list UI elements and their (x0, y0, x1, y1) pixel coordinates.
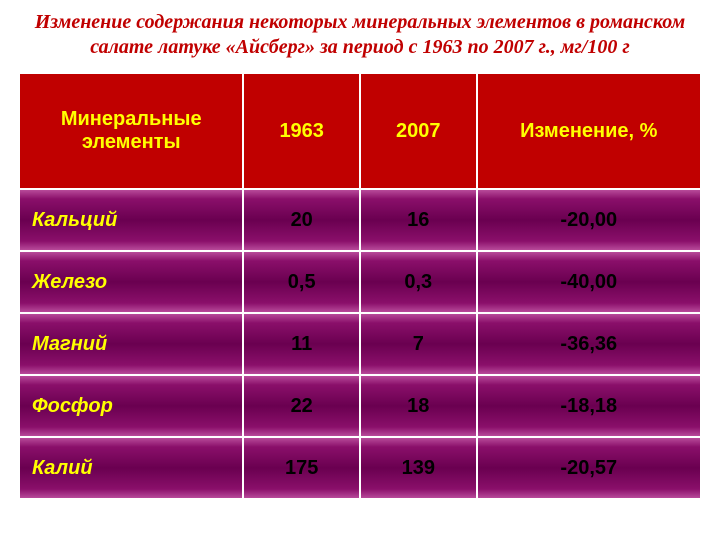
cell-change: -36,36 (478, 314, 700, 374)
mineral-table: Минеральные элементы 1963 2007 Изменение… (18, 72, 702, 500)
cell-2007: 16 (361, 190, 476, 250)
cell-change: -20,00 (478, 190, 700, 250)
cell-element: Кальций (20, 190, 242, 250)
cell-2007: 139 (361, 438, 476, 498)
cell-change: -18,18 (478, 376, 700, 436)
cell-1963: 0,5 (244, 252, 359, 312)
col-header-1963: 1963 (244, 74, 359, 188)
cell-element: Магний (20, 314, 242, 374)
cell-2007: 18 (361, 376, 476, 436)
table-row: Магний 11 7 -36,36 (20, 314, 700, 374)
table-row: Калий 175 139 -20,57 (20, 438, 700, 498)
cell-element: Железо (20, 252, 242, 312)
cell-1963: 175 (244, 438, 359, 498)
slide: Изменение содержания некоторых минеральн… (0, 0, 720, 540)
table-row: Кальций 20 16 -20,00 (20, 190, 700, 250)
table-row: Железо 0,5 0,3 -40,00 (20, 252, 700, 312)
cell-2007: 0,3 (361, 252, 476, 312)
col-header-2007: 2007 (361, 74, 476, 188)
cell-change: -40,00 (478, 252, 700, 312)
cell-1963: 20 (244, 190, 359, 250)
slide-title: Изменение содержания некоторых минеральн… (18, 10, 702, 60)
cell-1963: 11 (244, 314, 359, 374)
cell-change: -20,57 (478, 438, 700, 498)
col-header-change: Изменение, % (478, 74, 700, 188)
col-header-element: Минеральные элементы (20, 74, 242, 188)
table-row: Фосфор 22 18 -18,18 (20, 376, 700, 436)
cell-1963: 22 (244, 376, 359, 436)
cell-2007: 7 (361, 314, 476, 374)
cell-element: Фосфор (20, 376, 242, 436)
cell-element: Калий (20, 438, 242, 498)
table-header-row: Минеральные элементы 1963 2007 Изменение… (20, 74, 700, 188)
